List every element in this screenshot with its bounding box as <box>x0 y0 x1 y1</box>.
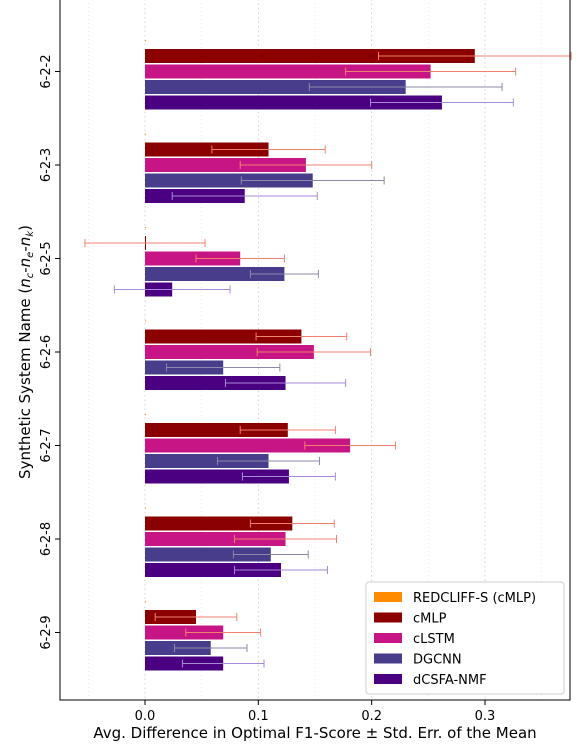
error-bars-layer <box>84 52 572 668</box>
bar-dcsfa-nmf-6-2-8 <box>145 563 281 577</box>
legend-swatch-dgcnn <box>374 653 402 664</box>
y-axis-label-prefix: Synthetic System Name ( <box>16 288 34 479</box>
y-tick-label: 6-2-7 <box>39 428 54 462</box>
bar-dcsfa-nmf-6-2-7 <box>145 469 289 484</box>
ticks-layer: 0.0 0.1 0.2 0.3 6-2-2 6-2-3 6-2-5 6-2-6 6-2-7 6-2… <box>39 54 495 724</box>
x-tick-label: 0.0 <box>135 709 156 724</box>
bar-dgcnn-6-2-2 <box>145 80 406 94</box>
bar-cmlp-6-2-3 <box>145 142 269 157</box>
bar-clstm-6-2-2 <box>145 64 431 79</box>
bar-dgcnn-6-2-3 <box>145 173 313 188</box>
bar-clstm-6-2-9 <box>145 625 224 640</box>
y-axis-label-dash2: - <box>16 246 34 251</box>
x-tick-label: 0.3 <box>475 709 496 724</box>
legend-label-redcliff-s-cmlp: REDCLIFF-S (cMLP) <box>413 591 536 606</box>
y-tick-label: 6-2-6 <box>39 335 54 369</box>
y-tick-label: 6-2-3 <box>39 148 54 182</box>
x-tick-label: 0.1 <box>248 709 269 724</box>
bar-dgcnn-6-2-7 <box>145 454 269 468</box>
legend-swatch-cmlp <box>374 612 402 623</box>
y-axis-label-n1: n <box>16 278 34 288</box>
legend: REDCLIFF-S (cMLP) cMLP cLSTM DGCNN dCSFA-NMF <box>365 581 565 695</box>
bars-layer <box>145 40 475 671</box>
legend-label-cmlp: cMLP <box>413 612 447 627</box>
legend-swatch-dcsfa-nmf <box>374 674 402 684</box>
bar-cmlp-6-2-7 <box>145 423 288 437</box>
bar-redcliff-s-cmlp-6-2-3 <box>145 133 146 135</box>
legend-label-dcsfa-nmf: dCSFA-NMF <box>413 673 487 688</box>
y-tick-label: 6-2-5 <box>39 241 54 275</box>
legend-swatch-redcliff-s-cmlp <box>374 592 402 602</box>
y-axis-label-suffix: ) <box>16 225 34 231</box>
bar-cmlp-6-2-6 <box>145 329 302 344</box>
bar-clstm-6-2-7 <box>145 438 351 453</box>
bar-redcliff-s-cmlp-6-2-6 <box>145 320 146 322</box>
y-axis-label-n3: n <box>16 237 34 247</box>
y-tick-label: 6-2-9 <box>39 615 54 649</box>
bar-redcliff-s-cmlp-6-2-9 <box>145 601 146 602</box>
y-axis-label-n2: n <box>16 258 34 268</box>
y-axis-label-sub-c: c <box>25 272 36 278</box>
y-axis-label-dash1: - <box>16 267 34 272</box>
legend-label-clstm: cLSTM <box>413 632 455 647</box>
bar-redcliff-s-cmlp-6-2-7 <box>145 414 146 415</box>
x-tick-label: 0.2 <box>361 709 382 724</box>
legend-label-dgcnn: DGCNN <box>413 653 462 668</box>
y-axis-label: Synthetic System Name (nc-ne-nk) <box>16 225 36 479</box>
bar-cmlp-6-2-2 <box>145 49 475 63</box>
legend-box <box>365 581 565 695</box>
legend-swatch-clstm <box>374 633 402 643</box>
bar-clstm-6-2-8 <box>145 532 286 546</box>
y-axis-label-sub-e: e <box>25 252 36 258</box>
bar-dcsfa-nmf-6-2-6 <box>145 376 286 390</box>
bar-clstm-6-2-5 <box>145 251 241 266</box>
bar-clstm-6-2-3 <box>145 158 306 172</box>
y-axis-label-sub-k: k <box>25 230 36 237</box>
y-tick-label: 6-2-8 <box>39 522 54 556</box>
bar-dgcnn-6-2-8 <box>145 547 271 562</box>
bar-redcliff-s-cmlp-6-2-8 <box>145 507 146 509</box>
bar-cmlp-6-2-8 <box>145 516 293 531</box>
x-axis-label: Avg. Difference in Optimal F1-Score ± St… <box>93 724 536 742</box>
bar-dcsfa-nmf-6-2-2 <box>145 95 442 110</box>
bar-redcliff-s-cmlp-6-2-2 <box>145 40 146 41</box>
bar-clstm-6-2-6 <box>145 345 314 359</box>
plot-frame <box>59 0 571 701</box>
bar-redcliff-s-cmlp-6-2-5 <box>145 227 146 228</box>
bar-dgcnn-6-2-5 <box>145 267 285 281</box>
y-tick-label: 6-2-2 <box>39 54 54 88</box>
